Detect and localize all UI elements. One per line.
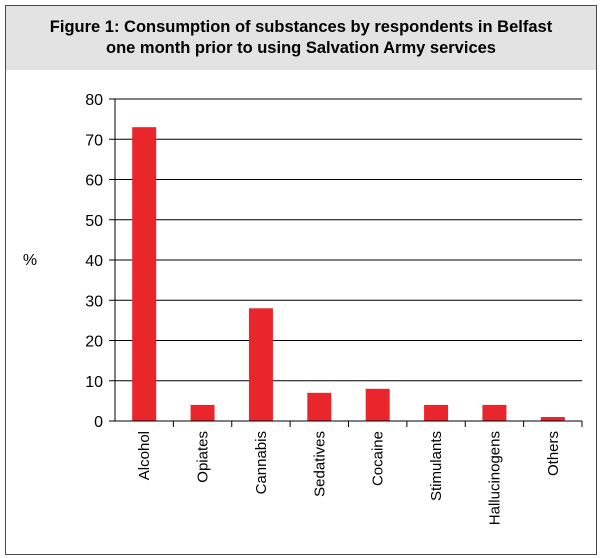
y-tick-label: 80 [85,92,103,109]
y-tick-label: 60 [85,173,103,190]
bar-stimulants [424,404,449,421]
x-category-label: Alcohol [136,431,153,480]
y-tick-label: 40 [85,253,103,270]
bar-cannabis [248,308,273,421]
x-category-label: Sedatives [311,431,328,497]
x-category-label: Others [545,431,562,476]
x-category-label: Stimulants [428,431,445,501]
x-category-label: Cocaine [370,431,387,486]
bar-sedatives [307,392,332,421]
y-tick-label: 20 [85,334,103,351]
gridlines [115,98,582,422]
y-tick-label: 0 [94,414,103,431]
x-category-label: Hallucinogens [486,431,503,525]
x-category-labels: Alcohol Opiates Cannabis Sedatives Cocaine St… [136,431,562,525]
figure-header: Figure 1: Consumption of substances by r… [6,6,596,70]
bars [132,127,565,422]
y-tick-label: 70 [85,132,103,149]
axes [114,99,583,427]
y-tick-label: 10 [85,374,103,391]
y-tick-label: 30 [85,293,103,310]
y-tick-label: 50 [85,213,103,230]
bar-alcohol [132,127,157,422]
bar-others [540,416,565,421]
chart-title-line-1: Figure 1: Consumption of substances by r… [49,18,553,36]
chart-title-line-2: one month prior to using Salvation Army … [106,39,496,57]
bar-cocaine [365,388,390,421]
figure-frame: Figure 1: Consumption of substances by r… [5,5,597,555]
bar-hallucinogens [482,404,507,421]
y-tick-labels: 0 10 20 30 40 50 60 70 80 [85,92,115,431]
x-category-label: Opiates [195,431,212,483]
x-category-label: Cannabis [253,431,270,494]
y-axis-label: % [23,252,37,269]
bar-opiates [190,404,215,421]
